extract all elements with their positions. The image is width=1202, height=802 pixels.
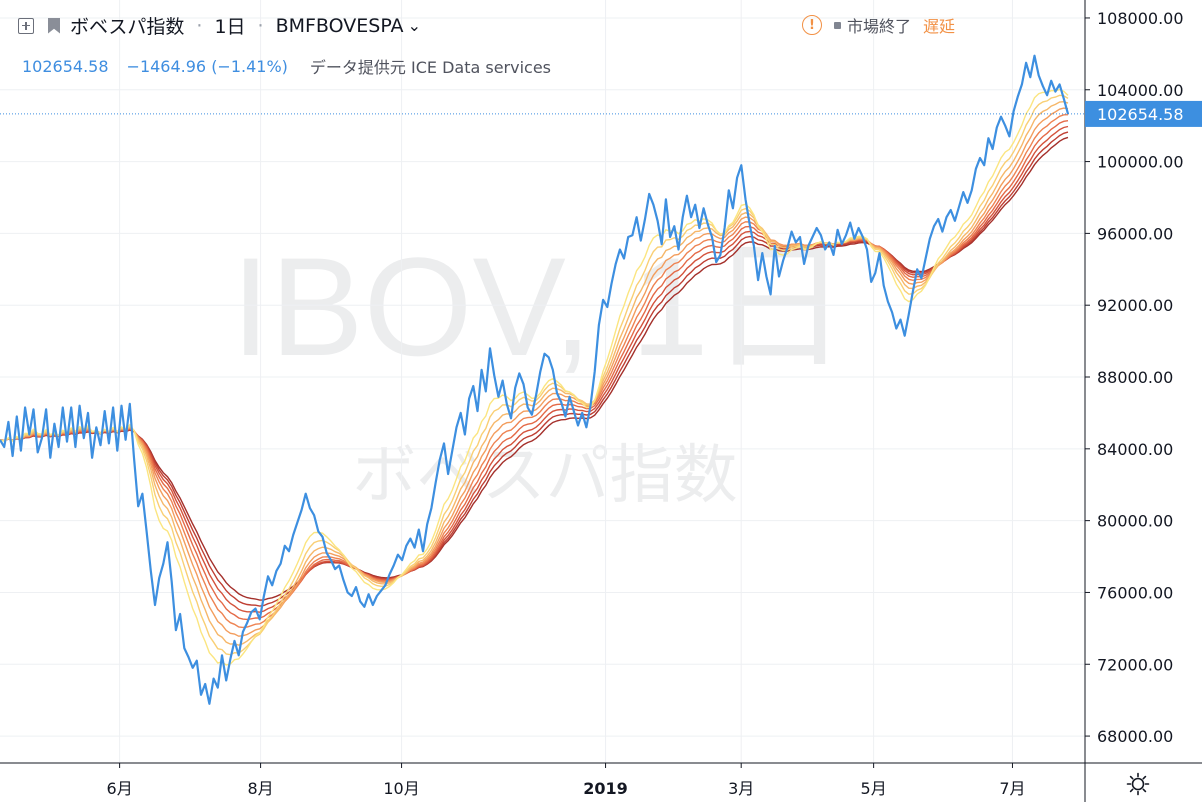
y-tick-label: 100000.00 — [1097, 153, 1184, 172]
market-status: ! 市場終了 遅延 — [801, 13, 955, 37]
flag-icon[interactable] — [48, 17, 60, 34]
symbol-title[interactable]: ボベスパ指数 — [70, 16, 185, 38]
y-tick-label: 96000.00 — [1097, 224, 1173, 243]
ribbon-line — [0, 120, 1069, 621]
gear-icon[interactable] — [1126, 772, 1150, 796]
y-tick-label: 88000.00 — [1097, 368, 1173, 387]
grid — [0, 0, 1085, 763]
y-tick-label: 104000.00 — [1097, 81, 1184, 100]
x-tick-label: 5月 — [861, 779, 887, 798]
warning-icon[interactable]: ! — [801, 15, 822, 35]
x-tick-label: 7月 — [999, 779, 1025, 798]
y-tick-label: 76000.00 — [1097, 583, 1173, 602]
interval-label[interactable]: 1日 — [214, 16, 246, 38]
separator-dot: · — [196, 14, 203, 37]
x-tick-label: 2019 — [583, 779, 628, 798]
y-tick-label: 80000.00 — [1097, 512, 1173, 531]
price-row: 102654.58 −1464.96 (−1.41%) データ提供元 ICE D… — [22, 54, 551, 78]
x-tick-label: 10月 — [383, 779, 419, 798]
exchange-label[interactable]: BMFBOVESPA — [275, 14, 404, 37]
ribbon-line — [0, 107, 1069, 637]
plot-area — [0, 54, 1085, 705]
y-tick-label: 92000.00 — [1097, 296, 1173, 315]
symbol-row: ボベスパ指数 · 1日 · BMFBOVESPA ⌄ — [18, 12, 421, 39]
last-price-label: 102654.58 — [1097, 105, 1184, 124]
watermark: IBOV, 1日 ボベスパ指数 — [231, 228, 848, 513]
market-closed-label: 市場終了 — [846, 17, 911, 36]
status-dot-icon — [833, 21, 841, 29]
watermark-symbol: IBOV, 1日 — [231, 228, 848, 385]
y-tick-label: 84000.00 — [1097, 440, 1173, 459]
chart-header: ボベスパ指数 · 1日 · BMFBOVESPA ⌄ 102654.58 −14… — [0, 0, 1085, 90]
separator-dot: · — [257, 14, 264, 37]
x-tick-label: 8月 — [247, 779, 273, 798]
price-line — [0, 54, 1070, 705]
y-tick-label: 72000.00 — [1097, 655, 1173, 674]
y-tick-label: 108000.00 — [1097, 9, 1184, 28]
watermark-name: ボベスパ指数 — [352, 439, 737, 513]
chevron-down-icon[interactable]: ⌄ — [407, 16, 421, 35]
last-price-badge — [1085, 100, 1202, 127]
x-tick-label: 6月 — [107, 779, 133, 798]
x-tick-label: 3月 — [728, 779, 754, 798]
y-tick-label: 68000.00 — [1097, 727, 1173, 746]
data-provider: データ提供元 ICE Data services — [309, 58, 552, 77]
ribbon-line — [0, 88, 1069, 666]
ribbon-line — [0, 114, 1069, 629]
expand-icon[interactable] — [18, 17, 34, 34]
delay-label[interactable]: 遅延 — [922, 17, 955, 36]
last-price: 102654.58 — [22, 56, 109, 76]
price-change: −1464.96 (−1.41%) — [126, 56, 288, 76]
